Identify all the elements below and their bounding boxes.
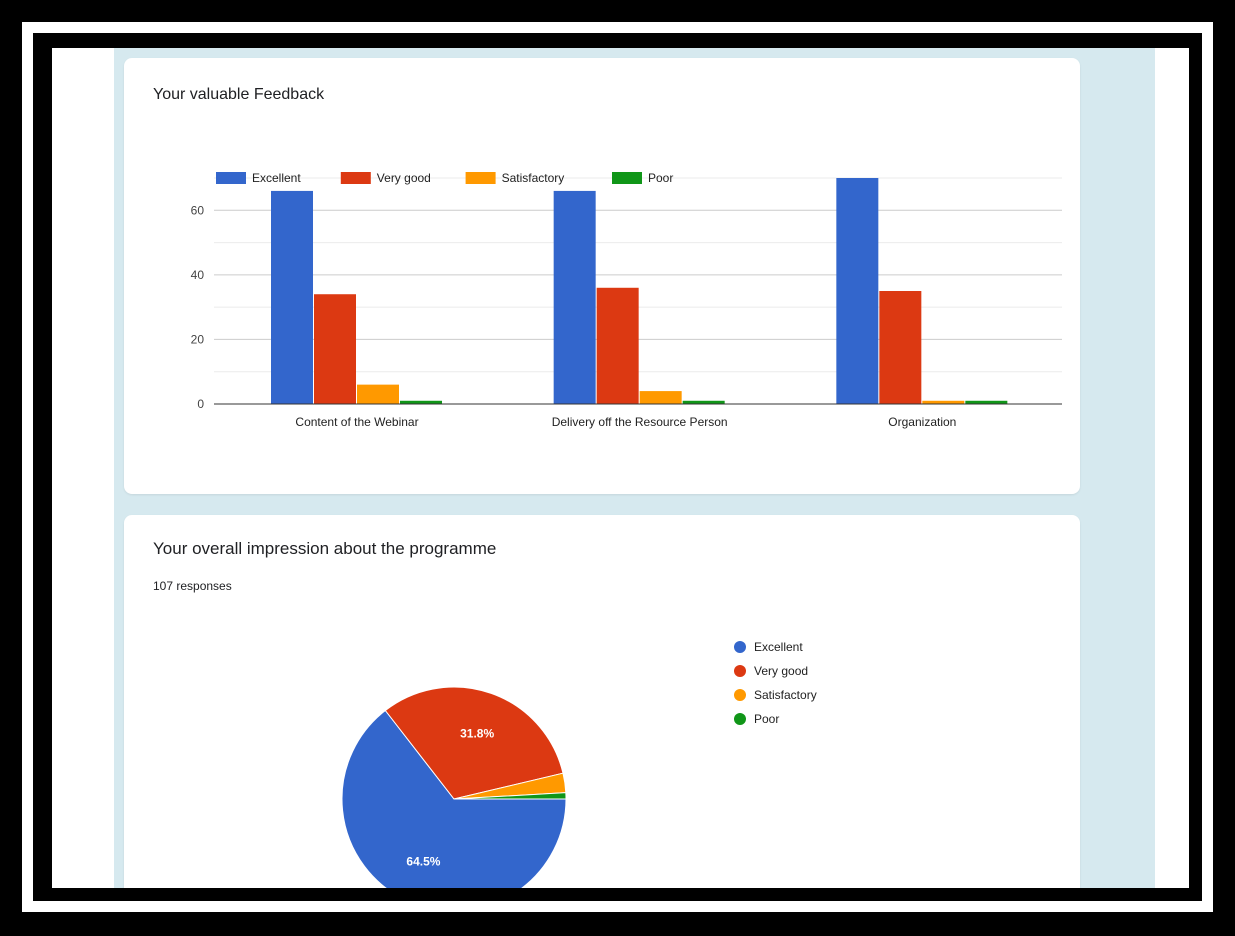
- legend-dot: [734, 641, 746, 653]
- bar-poor: [400, 400, 442, 404]
- bar-excellent: [271, 190, 313, 404]
- bar-very-good: [314, 294, 356, 404]
- bar-very-good: [596, 287, 639, 404]
- bar-very-good: [879, 291, 922, 404]
- legend-swatch: [216, 172, 246, 184]
- legend-label: Very good: [377, 171, 431, 185]
- legend-swatch: [612, 172, 642, 184]
- y-tick-label: 0: [197, 397, 204, 411]
- legend-label: Satisfactory: [754, 688, 817, 702]
- bar-satisfactory: [357, 384, 399, 404]
- legend-dot: [734, 713, 746, 725]
- bar-satisfactory: [922, 400, 965, 404]
- impression-card: Your overall impression about the progra…: [124, 515, 1080, 888]
- pie-slice-label: 31.8%: [460, 727, 494, 741]
- pie-slice-label: 64.5%: [406, 854, 440, 868]
- x-category-label: Organization: [888, 415, 956, 429]
- legend-dot: [734, 665, 746, 677]
- feedback-bar-chart: 0 20 40 60 Content of the Webinar Delivery of…: [191, 171, 1062, 429]
- bar-poor: [965, 400, 1008, 404]
- feedback-card: Your valuable Feedback 0 20 40 60 Content of…: [124, 58, 1080, 494]
- legend-swatch: [340, 172, 371, 184]
- bar-excellent: [836, 178, 879, 404]
- legend-label: Poor: [648, 171, 673, 185]
- legend-dot: [734, 689, 746, 701]
- impression-title: Your overall impression about the progra…: [153, 539, 497, 558]
- screenshot-viewport: Your valuable Feedback 0 20 40 60 Content of…: [52, 48, 1189, 888]
- x-category-label: Delivery off the Resource Person: [552, 415, 728, 429]
- bar-satisfactory: [639, 391, 682, 404]
- legend-label: Excellent: [252, 171, 301, 185]
- bar-excellent: [553, 190, 596, 404]
- feedback-title: Your valuable Feedback: [153, 86, 325, 103]
- legend-label: Poor: [754, 712, 779, 726]
- impression-pie-chart: 64.5% 31.8% Excellent Very good Satisfactory…: [341, 640, 817, 888]
- response-count: 107 responses: [153, 579, 232, 593]
- pie-slice-very-good: [384, 686, 564, 800]
- legend-swatch: [465, 172, 496, 184]
- y-tick-label: 40: [191, 268, 205, 282]
- y-tick-label: 60: [191, 203, 205, 217]
- bar-poor: [682, 400, 725, 404]
- y-tick-label: 20: [191, 332, 205, 346]
- pie-slice-poor: [453, 792, 567, 800]
- x-category-label: Content of the Webinar: [295, 415, 418, 429]
- legend-label: Excellent: [754, 640, 803, 654]
- legend-label: Satisfactory: [502, 171, 565, 185]
- legend-label: Very good: [754, 664, 808, 678]
